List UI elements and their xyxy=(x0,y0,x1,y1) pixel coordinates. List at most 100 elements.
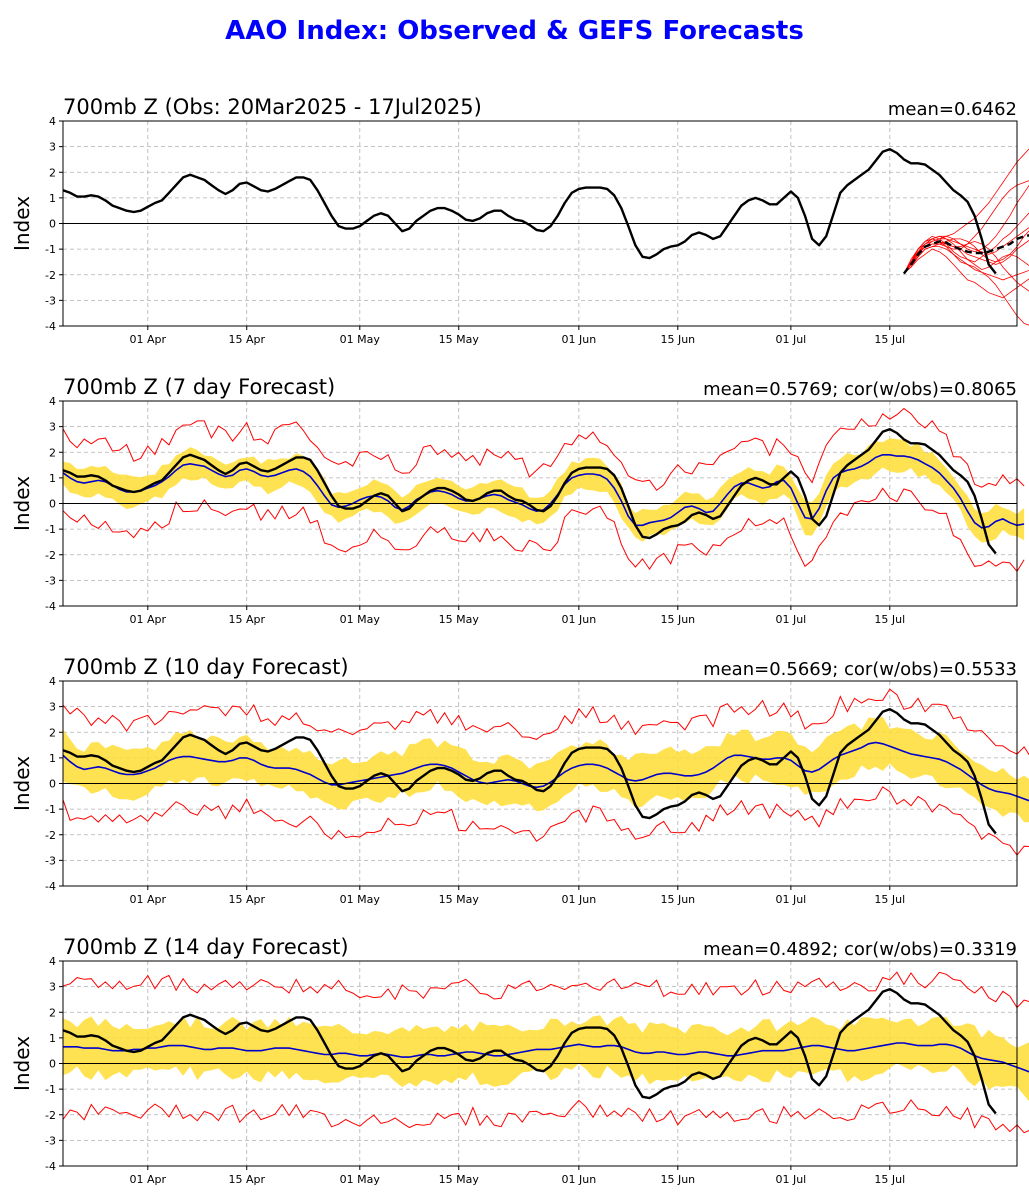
x-tick-label: 15 May xyxy=(439,893,480,906)
y-tick-label: -2 xyxy=(45,1109,56,1122)
ensemble-member-line xyxy=(903,248,1029,299)
y-tick-label: -3 xyxy=(45,574,56,587)
panel-stat-label: mean=0.5669; cor(w/obs)=0.5533 xyxy=(703,659,1017,680)
x-tick-label: 15 Jul xyxy=(874,333,905,346)
x-tick-label: 01 Jun xyxy=(562,1173,597,1186)
forecast-range-upper-line xyxy=(62,971,1029,1009)
x-tick-label: 15 Apr xyxy=(228,613,265,626)
x-tick-label: 15 Jun xyxy=(660,613,695,626)
y-tick-label: 3 xyxy=(49,701,56,714)
forecast-range-upper-line xyxy=(62,688,1029,756)
forecast-spread-band xyxy=(63,1015,1029,1102)
y-tick-label: 2 xyxy=(49,1006,56,1019)
y-tick-label: 1 xyxy=(49,1032,56,1045)
x-tick-label: 15 Apr xyxy=(228,893,265,906)
y-tick-label: -4 xyxy=(45,1160,56,1173)
y-tick-label: -2 xyxy=(45,269,56,282)
x-tick-label: 01 Jun xyxy=(562,893,597,906)
x-tick-label: 01 Apr xyxy=(130,333,167,346)
x-tick-label: 15 Jun xyxy=(660,333,695,346)
x-tick-label: 15 Jun xyxy=(660,893,695,906)
x-tick-label: 15 Jul xyxy=(874,1173,905,1186)
observed-line xyxy=(62,428,997,555)
x-tick-label: 01 May xyxy=(340,893,381,906)
x-tick-label: 15 Jul xyxy=(874,893,905,906)
observed-line xyxy=(62,708,997,835)
y-tick-label: 0 xyxy=(49,498,56,511)
y-tick-label: -3 xyxy=(45,1134,56,1147)
forecast-range-lower-line xyxy=(62,1099,1029,1134)
chart-panel-1: 700mb Z (Obs: 20Mar2025 - 17Jul2025) mean… xyxy=(10,95,1029,346)
y-tick-label: 4 xyxy=(49,115,56,128)
chart-panel-2: 700mb Z (7 day Forecast) mean=0.5769; cor… xyxy=(10,375,1025,626)
y-tick-label: -4 xyxy=(45,320,56,333)
chart-panel-3: 700mb Z (10 day Forecast) mean=0.5669; co… xyxy=(10,655,1029,906)
panel-title: 700mb Z (Obs: 20Mar2025 - 17Jul2025) xyxy=(63,95,482,119)
y-tick-label: -4 xyxy=(45,600,56,613)
panel-title: 700mb Z (10 day Forecast) xyxy=(63,655,349,679)
x-tick-label: 15 Jul xyxy=(874,613,905,626)
y-axis-label: Index xyxy=(10,196,34,251)
y-tick-label: 2 xyxy=(49,166,56,179)
panel-stat-label: mean=0.4892; cor(w/obs)=0.3319 xyxy=(703,939,1017,960)
y-tick-label: -1 xyxy=(45,803,56,816)
x-tick-label: 01 May xyxy=(340,613,381,626)
y-tick-label: 4 xyxy=(49,395,56,408)
y-tick-label: 0 xyxy=(49,1058,56,1071)
y-tick-label: 4 xyxy=(49,955,56,968)
y-tick-label: -1 xyxy=(45,1083,56,1096)
y-tick-label: 1 xyxy=(49,752,56,765)
y-tick-label: -2 xyxy=(45,549,56,562)
forecast-range-lower-line xyxy=(62,487,1025,573)
panel-title: 700mb Z (7 day Forecast) xyxy=(63,375,335,399)
forecast-spread-band xyxy=(63,716,1029,823)
y-tick-label: 3 xyxy=(49,141,56,154)
y-tick-label: 2 xyxy=(49,446,56,459)
forecast-range-lower-line xyxy=(62,786,1029,857)
ensemble-member-line xyxy=(903,184,1029,274)
x-tick-label: 15 Apr xyxy=(228,1173,265,1186)
ensemble-member-line xyxy=(903,238,1029,292)
page-title: AAO Index: Observed & GEFS Forecasts xyxy=(225,16,804,46)
ensemble-member-line xyxy=(903,239,1029,274)
x-tick-label: 01 Apr xyxy=(130,893,167,906)
x-tick-label: 15 Jun xyxy=(660,1173,695,1186)
y-tick-label: -4 xyxy=(45,880,56,893)
forecast-range-upper-line xyxy=(62,407,1025,492)
x-tick-label: 01 Jul xyxy=(775,333,806,346)
x-tick-label: 01 Jun xyxy=(562,333,597,346)
x-tick-label: 01 Jul xyxy=(775,613,806,626)
y-tick-label: 3 xyxy=(49,981,56,994)
y-tick-label: -3 xyxy=(45,854,56,867)
x-tick-label: 15 Apr xyxy=(228,333,265,346)
panel-stat-label: mean=0.5769; cor(w/obs)=0.8065 xyxy=(703,379,1017,400)
x-tick-label: 01 May xyxy=(340,333,381,346)
ensemble-member-line xyxy=(903,180,1029,274)
forecast-mean-line xyxy=(63,1042,1029,1073)
y-tick-label: 1 xyxy=(49,472,56,485)
y-axis-label: Index xyxy=(10,476,34,531)
x-tick-label: 15 May xyxy=(439,1173,480,1186)
x-tick-label: 01 May xyxy=(340,1173,381,1186)
x-tick-label: 01 Apr xyxy=(130,1173,167,1186)
chart-panel-4: 700mb Z (14 day Forecast) mean=0.4892; co… xyxy=(10,935,1029,1186)
y-axis-label: Index xyxy=(10,1036,34,1091)
y-tick-label: -1 xyxy=(45,243,56,256)
ensemble-mean-line xyxy=(902,234,1029,275)
y-tick-label: 1 xyxy=(49,192,56,205)
panel-stat-label: mean=0.6462 xyxy=(888,99,1017,120)
y-tick-label: 0 xyxy=(49,778,56,791)
ensemble-member-line xyxy=(903,235,1029,274)
x-tick-label: 01 Jun xyxy=(562,613,597,626)
x-tick-label: 01 Apr xyxy=(130,613,167,626)
y-tick-label: 4 xyxy=(49,675,56,688)
y-tick-label: -1 xyxy=(45,523,56,536)
x-tick-label: 01 Jul xyxy=(775,893,806,906)
y-tick-label: 3 xyxy=(49,421,56,434)
y-tick-label: 2 xyxy=(49,726,56,739)
panel-title: 700mb Z (14 day Forecast) xyxy=(63,935,349,959)
observed-line xyxy=(62,988,997,1115)
forecast-spread-band xyxy=(63,438,1025,543)
x-tick-label: 15 May xyxy=(439,613,480,626)
